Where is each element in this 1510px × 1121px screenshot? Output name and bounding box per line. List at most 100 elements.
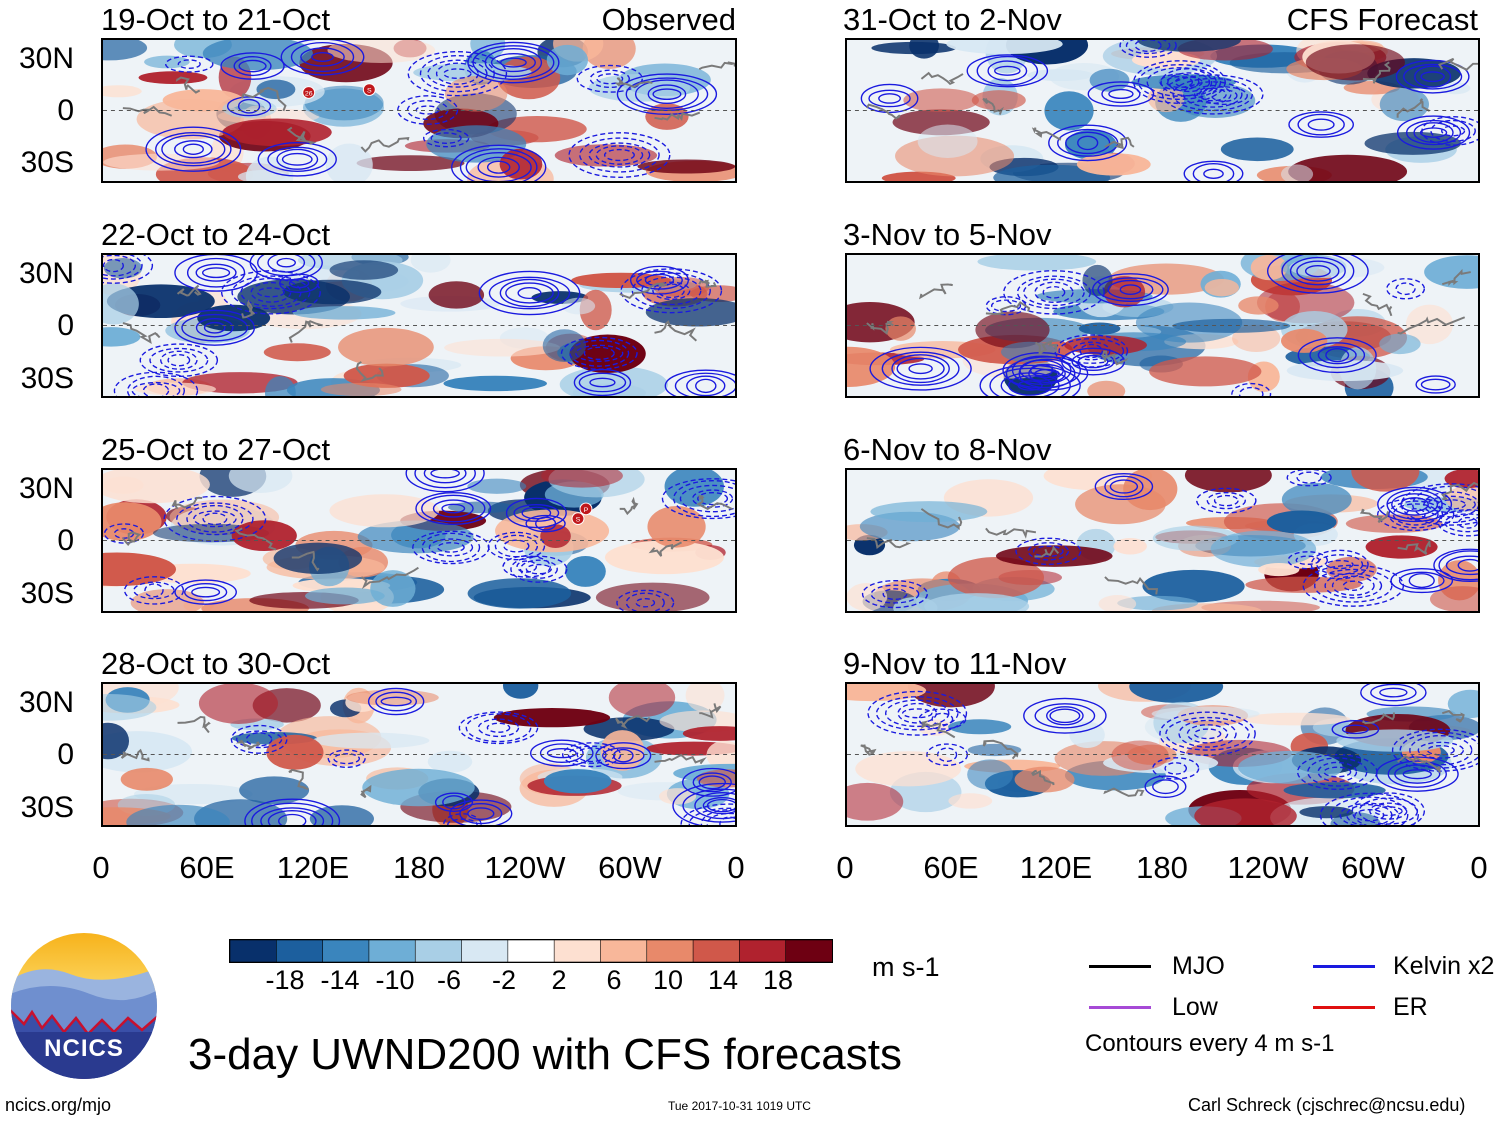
- anomaly-shading: [443, 375, 547, 392]
- kelvin-contour: [1420, 378, 1451, 391]
- kelvin-contour: [1028, 364, 1066, 384]
- kelvin-contour: [237, 98, 261, 114]
- svg-text:S: S: [576, 517, 581, 524]
- kelvin-contour: [700, 809, 735, 825]
- anomaly-shading: [1258, 563, 1300, 577]
- coastline: [288, 768, 309, 790]
- map-panel-8: [845, 682, 1480, 827]
- lat-label-30n: 30N: [18, 472, 74, 505]
- anomaly-shading: [706, 740, 735, 770]
- anomaly-shading: [600, 730, 645, 771]
- logo-text: NCICS: [44, 1035, 124, 1062]
- colorbar-swatch: [739, 940, 787, 962]
- kelvin-contour: [174, 309, 256, 346]
- coastline: [235, 739, 261, 751]
- kelvin-contour: [1373, 806, 1403, 817]
- anomaly-shading: [103, 502, 162, 542]
- kelvin-contour: [1341, 724, 1369, 735]
- lat-label-30s: 30S: [20, 146, 74, 179]
- kelvin-contour: [595, 145, 644, 165]
- kelvin-contour: [1049, 708, 1081, 724]
- anomaly-shading: [1447, 689, 1478, 719]
- kelvin-contour: [1065, 131, 1111, 155]
- coastline: [918, 283, 953, 300]
- panel-title-6: 3-Nov to 5-Nov: [843, 217, 1052, 252]
- kelvin-contour: [1387, 760, 1447, 788]
- kelvin-contour: [1316, 554, 1364, 575]
- kelvin-contour: [1370, 684, 1417, 702]
- kelvin-contour: [1164, 762, 1188, 775]
- kelvin-contour: [1104, 475, 1144, 498]
- kelvin-contour: [202, 512, 228, 526]
- colorbar-swatch: [553, 940, 602, 962]
- anomaly-shading: [917, 124, 978, 158]
- kelvin-contour: [1324, 572, 1383, 599]
- anomaly-shading: [103, 283, 139, 325]
- kelvin-contour: [881, 351, 960, 386]
- kelvin-contour: [423, 470, 467, 484]
- kelvin-contour: [1165, 716, 1250, 751]
- coastline: [241, 299, 256, 319]
- kelvin-contour: [1297, 337, 1377, 374]
- anomaly-shading: [1076, 153, 1151, 176]
- kelvin-contour: [1390, 568, 1454, 594]
- colorbar-swatch: [276, 940, 324, 962]
- kelvin-contour: [1395, 59, 1470, 94]
- colorbar-swatch: [692, 940, 741, 962]
- legend-label-low: Low: [1172, 993, 1218, 1021]
- kelvin-contour: [1433, 548, 1478, 583]
- kelvin-contour: [1133, 60, 1226, 104]
- kelvin-contour: [281, 152, 313, 166]
- panel-title-2: 22-Oct to 24-Oct: [101, 217, 331, 252]
- kelvin-contour: [257, 255, 316, 277]
- kelvin-contour: [1266, 255, 1369, 294]
- kelvin-contour: [976, 55, 1039, 86]
- kelvin-contour: [477, 156, 520, 178]
- kelvin-contour: [891, 354, 950, 384]
- kelvin-contour: [451, 144, 547, 181]
- anomaly-shading: [467, 578, 572, 609]
- kelvin-contour: [1034, 703, 1096, 729]
- kelvin-contour: [300, 47, 345, 67]
- kelvin-contour: [679, 484, 735, 513]
- panel-title-7: 6-Nov to 8-Nov: [843, 432, 1052, 467]
- coastline: [1441, 481, 1478, 501]
- lon-label: 120E: [1019, 850, 1093, 885]
- anomaly-shading: [138, 71, 208, 85]
- kelvin-contour: [276, 148, 319, 170]
- kelvin-contour: [513, 504, 560, 522]
- kelvin-contour: [908, 363, 933, 375]
- anomaly-shading: [103, 327, 141, 347]
- kelvin-contour: [1419, 127, 1448, 138]
- kelvin-contour: [436, 542, 465, 553]
- kelvin-contour: [267, 146, 328, 172]
- anomaly-shading: [977, 255, 1097, 271]
- anomaly-shading: [103, 552, 177, 587]
- anomaly-shading: [413, 63, 532, 82]
- kelvin-contour: [1377, 486, 1453, 523]
- kelvin-contour: [1426, 744, 1455, 756]
- kelvin-contour: [579, 137, 660, 173]
- anomaly-shading: [410, 255, 451, 273]
- anomaly-shading: [1075, 484, 1166, 525]
- kelvin-contour: [1286, 470, 1332, 487]
- anomaly-shading: [103, 40, 148, 61]
- coastline: [698, 279, 717, 288]
- kelvin-contour: [510, 555, 568, 583]
- kelvin-contour: [1034, 368, 1060, 379]
- legend-label-mjo: MJO: [1172, 952, 1225, 980]
- kelvin-contour: [195, 318, 234, 338]
- anomaly-shading: [1280, 164, 1314, 181]
- kelvin-contour: [878, 93, 901, 104]
- kelvin-contour: [1391, 728, 1478, 772]
- anomaly-shading: [924, 593, 1030, 611]
- kelvin-contour: [1196, 487, 1257, 514]
- kelvin-contour: [994, 65, 1021, 76]
- colorbar-swatch: [461, 940, 509, 962]
- kelvin-contour: [698, 775, 726, 790]
- anomaly-shading: [197, 304, 271, 332]
- kelvin-contour: [529, 739, 594, 767]
- anomaly-shading: [583, 717, 675, 741]
- footer-credit: Carl Schreck (cjschrec@ncsu.edu): [1188, 1095, 1466, 1115]
- kelvin-contour: [465, 152, 532, 181]
